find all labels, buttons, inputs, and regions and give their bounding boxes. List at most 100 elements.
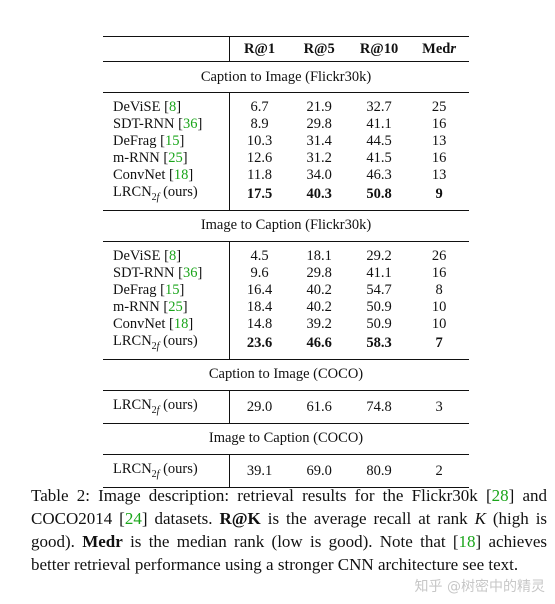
metric-value: 32.7 bbox=[348, 92, 410, 116]
table-row: SDT-RNN [36] 8.9 29.8 41.1 16 bbox=[103, 116, 469, 133]
method-name: ConvNet [18] bbox=[113, 315, 194, 332]
metric-value: 74.8 bbox=[348, 389, 410, 424]
metric-value: 14.8 bbox=[228, 315, 290, 333]
metric-value: 18.4 bbox=[228, 298, 290, 316]
table-row: DeFrag [15] 16.4 40.2 54.7 8 bbox=[103, 281, 469, 299]
table-caption: Table 2: Image description: retrieval re… bbox=[31, 486, 548, 574]
metric-value: 31.2 bbox=[306, 150, 332, 166]
method-name: DeViSE [8] bbox=[103, 240, 230, 265]
metric-value: 7 bbox=[435, 335, 443, 352]
metric-value: 39.1 bbox=[228, 453, 290, 488]
citation-link[interactable]: 36 bbox=[182, 264, 198, 281]
citation-link[interactable]: 28 bbox=[491, 486, 509, 505]
metric-value: 41.1 bbox=[366, 264, 392, 281]
metric-value: 80.9 bbox=[348, 453, 410, 488]
metric-value: 12.6 bbox=[228, 150, 290, 167]
metric-value: 16 bbox=[431, 116, 447, 132]
metric-value: 31.4 bbox=[306, 133, 332, 149]
method-name: SDT-RNN [36] bbox=[113, 116, 203, 132]
section-title: Image to Caption (Flickr30k) bbox=[103, 209, 469, 242]
column-header: R@5 bbox=[289, 36, 349, 62]
section-title: Caption to Image (Flickr30k) bbox=[103, 61, 469, 93]
metric-value: 50.8 bbox=[366, 186, 392, 203]
metric-value: 16 bbox=[431, 264, 447, 281]
k-variable: K bbox=[474, 509, 486, 528]
retrieval-results-table: R@1 R@5 R@10 Medr Caption to Image (Flickr30… bbox=[103, 36, 469, 488]
metric-value: 10 bbox=[431, 298, 447, 315]
metric-value: 13 bbox=[431, 133, 447, 149]
table-row: DeViSE [8] 4.5 18.1 29.2 26 bbox=[103, 240, 469, 265]
metric-value: 4.5 bbox=[228, 240, 290, 265]
citation-link[interactable]: 24 bbox=[124, 509, 142, 528]
metric-value: 29.8 bbox=[306, 264, 332, 281]
metric-value: 29.0 bbox=[228, 389, 290, 424]
r-at-k-term: R@K bbox=[219, 509, 261, 528]
table-row: ConvNet [18] 11.8 34.0 46.3 13 bbox=[103, 167, 469, 184]
section-header-row: Image to Caption (Flickr30k) bbox=[103, 209, 469, 242]
method-name: LRCN2f (ours) bbox=[103, 389, 230, 424]
citation-link[interactable]: 15 bbox=[164, 281, 180, 298]
table-row: DeViSE [8] 6.7 21.9 32.7 25 bbox=[103, 92, 469, 116]
method-name: LRCN2f (ours) bbox=[113, 184, 198, 203]
metric-value: 40.2 bbox=[306, 298, 332, 315]
citation-link[interactable]: 8 bbox=[168, 99, 177, 115]
table-row: LRCN2f (ours) 39.1 69.0 80.9 2 bbox=[103, 453, 469, 488]
table-row: m-RNN [25] 18.4 40.2 50.9 10 bbox=[103, 298, 469, 316]
metric-value: 29.8 bbox=[306, 116, 332, 132]
citation-link[interactable]: 18 bbox=[458, 532, 476, 551]
table-row: DeFrag [15] 10.3 31.4 44.5 13 bbox=[103, 133, 469, 150]
column-header bbox=[103, 36, 230, 62]
metric-value: 8 bbox=[435, 281, 443, 298]
table-row: SDT-RNN [36] 9.6 29.8 41.1 16 bbox=[103, 264, 469, 282]
metric-value: 18.1 bbox=[289, 240, 349, 265]
metric-value: 9.6 bbox=[228, 264, 290, 282]
column-header: R@10 bbox=[348, 36, 410, 62]
metric-value: 34.0 bbox=[306, 167, 332, 183]
metric-value: 2 bbox=[409, 453, 469, 488]
method-name: DeFrag [15] bbox=[113, 281, 185, 298]
metric-value: 21.9 bbox=[289, 92, 349, 116]
section-header-row: Caption to Image (Flickr30k) bbox=[103, 61, 469, 93]
medr-term: Medr bbox=[82, 532, 123, 551]
metric-value: 46.3 bbox=[366, 167, 392, 183]
metric-value: 10.3 bbox=[228, 133, 290, 150]
metric-value: 16.4 bbox=[228, 281, 290, 299]
metric-value: 44.5 bbox=[366, 133, 392, 149]
metric-value: 26 bbox=[409, 240, 469, 265]
caption-label: Table 2: bbox=[31, 486, 90, 505]
metric-value: 61.6 bbox=[289, 389, 349, 424]
method-name: DeFrag [15] bbox=[113, 133, 185, 149]
watermark: 知乎 @树密中的精灵 bbox=[414, 579, 545, 595]
citation-link[interactable]: 18 bbox=[173, 315, 189, 332]
metric-value: 23.6 bbox=[228, 332, 290, 360]
method-name: m-RNN [25] bbox=[113, 298, 188, 315]
section-header-row: Image to Caption (COCO) bbox=[103, 422, 469, 455]
metric-value: 40.2 bbox=[306, 281, 332, 298]
citation-link[interactable]: 15 bbox=[164, 133, 180, 149]
metric-value: 69.0 bbox=[289, 453, 349, 488]
section-title: Caption to Image (COCO) bbox=[103, 358, 469, 391]
metric-value: 46.6 bbox=[306, 335, 332, 352]
column-header: Medr bbox=[409, 36, 469, 62]
metric-value: 40.3 bbox=[306, 186, 332, 203]
citation-link[interactable]: 36 bbox=[182, 116, 198, 132]
metric-value: 58.3 bbox=[366, 335, 392, 352]
metric-value: 39.2 bbox=[306, 315, 332, 332]
metric-value: 10 bbox=[431, 315, 447, 332]
metric-value: 17.5 bbox=[228, 184, 290, 211]
metric-value: 3 bbox=[409, 389, 469, 424]
citation-link[interactable]: 25 bbox=[168, 298, 183, 315]
metric-value: 50.9 bbox=[366, 315, 392, 332]
citation-link[interactable]: 18 bbox=[173, 167, 189, 183]
citation-link[interactable]: 25 bbox=[168, 150, 183, 166]
metric-value: 54.7 bbox=[366, 281, 392, 298]
metric-value: 25 bbox=[409, 92, 469, 116]
metric-value: 11.8 bbox=[228, 167, 290, 184]
metric-value: 50.9 bbox=[366, 298, 392, 315]
method-name: SDT-RNN [36] bbox=[113, 264, 203, 281]
table-row: ConvNet [18] 14.8 39.2 50.9 10 bbox=[103, 315, 469, 333]
metric-value: 41.5 bbox=[366, 150, 392, 166]
method-name: LRCN2f (ours) bbox=[103, 453, 230, 488]
table-header-row: R@1 R@5 R@10 Medr bbox=[103, 36, 469, 62]
citation-link[interactable]: 8 bbox=[168, 247, 177, 264]
